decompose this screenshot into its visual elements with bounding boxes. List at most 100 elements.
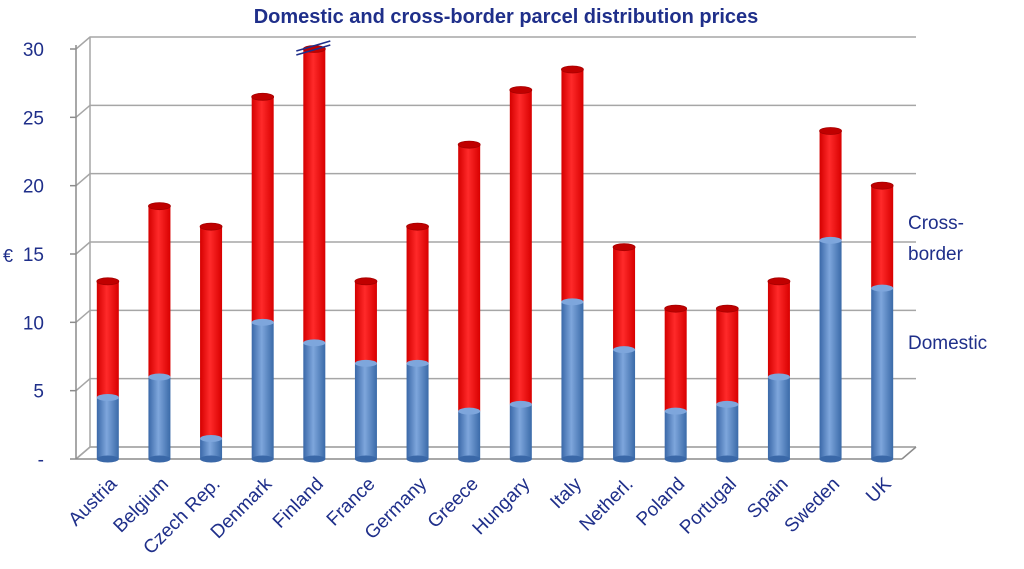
bar-segment-joint-denmark	[251, 318, 274, 326]
x-tick-label-portugal: Portugal	[676, 474, 741, 539]
bar-top-czech-rep	[199, 222, 223, 231]
bar-segment-joint-poland	[664, 407, 687, 415]
bar-group-spain	[767, 277, 791, 463]
bar-domestic-netherl	[613, 349, 636, 459]
bar-domestic-uk	[871, 288, 894, 459]
bar-domestic-italy	[561, 301, 584, 459]
bar-top-spain	[767, 277, 791, 286]
bar-segment-joint-belgium	[148, 373, 171, 381]
bar-domestic-czech-rep	[200, 438, 223, 459]
bar-top-netherl	[612, 243, 636, 252]
bar-top-denmark	[251, 92, 275, 101]
bar-segment-joint-portugal	[716, 400, 739, 408]
bar-base-denmark	[251, 455, 274, 463]
bar-base-netherl	[613, 455, 636, 463]
bar-crossborder-spain	[767, 281, 790, 377]
gridline-5	[75, 377, 916, 392]
bar-base-finland	[303, 455, 326, 463]
bar-group-germany	[406, 222, 429, 463]
bar-segment-joint-austria	[96, 394, 119, 401]
bar-base-belgium	[148, 455, 171, 463]
bar-base-germany	[406, 455, 429, 463]
bar-base-hungary	[509, 455, 532, 463]
bar-segment-joint-italy	[561, 298, 584, 306]
bar-top-poland	[664, 304, 688, 313]
bar-group-portugal	[715, 304, 739, 463]
bar-top-austria	[96, 277, 120, 286]
x-tick-label-spain: Spain	[743, 474, 792, 523]
bar-crossborder-czech-rep	[200, 226, 223, 439]
gridline-10	[75, 309, 916, 323]
bar-base-sweden	[819, 455, 842, 463]
bar-domestic-portugal	[716, 404, 739, 459]
bar-segment-joint-germany	[406, 359, 429, 367]
gridline-20	[75, 172, 916, 187]
bar-segment-joint-czech-rep	[200, 435, 223, 442]
bar-top-hungary	[509, 86, 533, 94]
y-tick-label-25: 25	[23, 108, 44, 129]
legend-label-cross-border: Cross-border	[908, 213, 964, 265]
x-tick-label-italy: Italy	[546, 473, 586, 513]
x-tick-label-finland: Finland	[269, 474, 328, 533]
bar-domestic-sweden	[819, 240, 842, 459]
bar-group-austria	[96, 277, 120, 463]
bar-crossborder-germany	[406, 226, 429, 364]
bar-crossborder-greece	[458, 144, 481, 412]
bar-crossborder-netherl	[613, 247, 636, 350]
gridline-30	[75, 36, 916, 50]
gridline-0	[75, 446, 916, 460]
bar-crossborder-uk	[871, 185, 894, 289]
bar-group-greece	[457, 140, 481, 463]
bar-group-czech-rep	[199, 222, 223, 463]
gridlines	[75, 36, 916, 460]
bar-group-poland	[664, 304, 688, 463]
bar-base-czech-rep	[200, 455, 223, 463]
bar-domestic-hungary	[509, 404, 532, 459]
bar-domestic-belgium	[148, 377, 171, 459]
legend-label-domestic: Domestic	[908, 333, 987, 354]
bar-top-uk	[870, 181, 894, 190]
x-tick-label-uk: UK	[862, 473, 896, 507]
y-tick-label-5: 5	[33, 382, 44, 403]
bar-group-france	[354, 277, 378, 463]
bar-group-belgium	[148, 202, 171, 463]
y-tick-label-15: 15	[23, 245, 44, 266]
bar-domestic-denmark	[251, 322, 274, 459]
bar-group-finland	[296, 40, 331, 463]
bar-group-netherl	[612, 243, 636, 463]
y-tick-label-10: 10	[23, 313, 44, 334]
y-axis-label: €	[3, 246, 13, 266]
bar-crossborder-france	[354, 281, 377, 364]
x-tick-label-hungary: Hungary	[469, 473, 535, 539]
bars	[96, 40, 894, 463]
bar-base-austria	[96, 455, 119, 463]
bar-domestic-germany	[406, 363, 429, 459]
bar-segment-joint-uk	[871, 284, 894, 292]
bar-crossborder-portugal	[716, 308, 739, 405]
bar-segment-joint-sweden	[819, 236, 842, 244]
x-tick-label-sweden: Sweden	[781, 474, 844, 537]
gridline-15	[75, 241, 916, 255]
bar-group-uk	[870, 181, 894, 463]
legend-label-line: border	[908, 244, 964, 265]
bar-segment-joint-france	[354, 359, 377, 367]
legend-label-line: Cross-	[908, 213, 964, 234]
bar-domestic-spain	[767, 377, 790, 459]
bar-domestic-poland	[664, 411, 687, 459]
bar-segment-joint-netherl	[613, 346, 636, 354]
y-tick-label-0: -	[38, 450, 44, 471]
axis-break-mark	[296, 44, 331, 56]
bar-crossborder-belgium	[148, 206, 171, 377]
bar-segment-joint-spain	[767, 373, 790, 381]
bar-top-germany	[406, 222, 429, 231]
bar-domestic-greece	[458, 411, 481, 459]
bar-group-hungary	[509, 86, 533, 463]
bar-top-belgium	[148, 202, 171, 211]
bar-top-italy	[561, 65, 584, 74]
gridline-25	[75, 104, 916, 118]
bar-top-sweden	[819, 127, 842, 135]
x-axis-depth-edge	[901, 446, 917, 460]
bar-base-uk	[871, 455, 894, 463]
chart-title: Domestic and cross-border parcel distrib…	[254, 6, 759, 28]
